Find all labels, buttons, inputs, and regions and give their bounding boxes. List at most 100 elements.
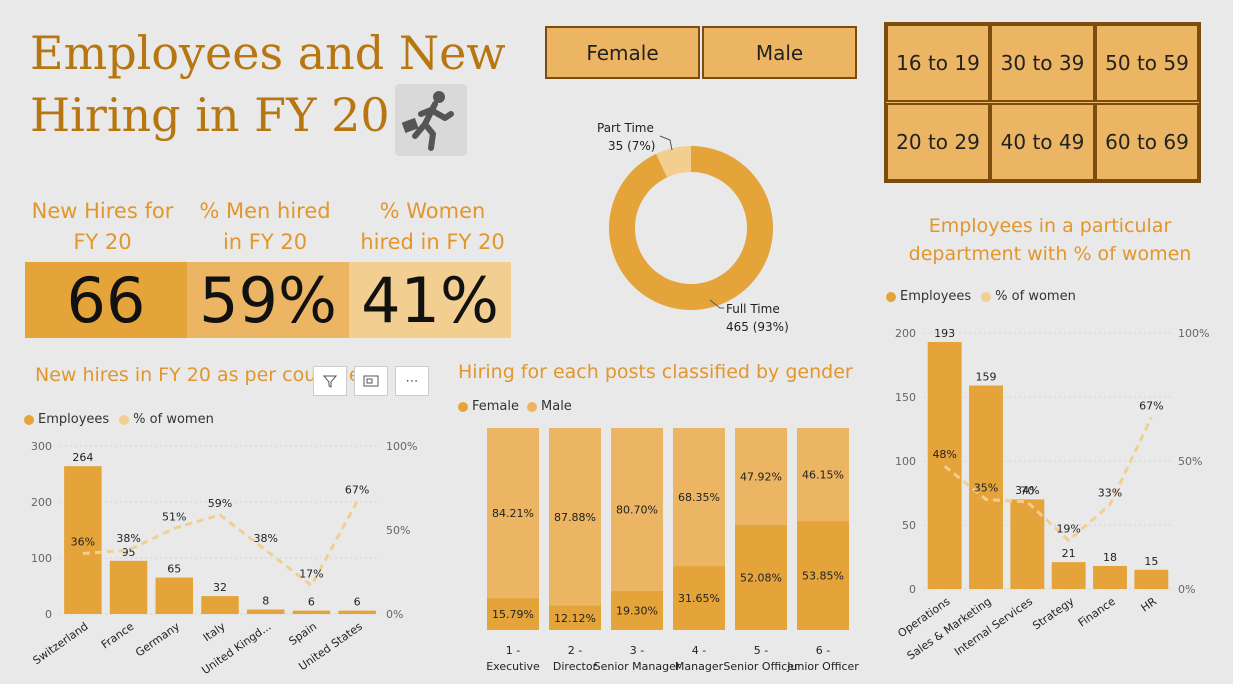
donut-label-full-time: Full Time xyxy=(726,302,780,316)
bar-united-kingd- xyxy=(246,609,285,614)
bar-value-label: 264 xyxy=(72,451,93,464)
y-tick-label: 150 xyxy=(895,391,916,404)
x-tick-label: 5 - xyxy=(754,644,768,657)
running-man-icon xyxy=(395,84,467,156)
male-pct-label: 68.35% xyxy=(678,491,720,504)
bar-value-label: 6 xyxy=(354,596,361,609)
bar-value-label: 18 xyxy=(1103,551,1117,564)
male-pct-label: 84.21% xyxy=(492,507,534,520)
title-line-1: Employees and New xyxy=(30,26,506,80)
bar-hr xyxy=(1134,569,1169,589)
bar-female-5 xyxy=(735,524,787,630)
y2-tick-label: 50% xyxy=(1178,455,1202,468)
bar-female-2 xyxy=(549,605,601,630)
countries-chart-title: New hires in FY 20 as per countries xyxy=(35,364,371,386)
pct-women-label: 36% xyxy=(71,536,95,549)
y2-tick-label: 0% xyxy=(1178,583,1195,596)
bar-value-label: 159 xyxy=(976,370,997,383)
bar-male-5 xyxy=(735,428,787,525)
bar-value-label: 32 xyxy=(213,581,227,594)
age-16-19-button[interactable]: 16 to 19 xyxy=(886,24,990,102)
x-tick-label: Manager xyxy=(675,660,724,673)
pct-women-label: 19% xyxy=(1056,522,1080,535)
pct-women-label: 34% xyxy=(1015,484,1039,497)
bar-operations xyxy=(927,341,962,589)
bar-value-label: 6 xyxy=(308,596,315,609)
age-50-59-button[interactable]: 50 to 59 xyxy=(1095,24,1199,102)
male-legend-swatch xyxy=(527,401,538,412)
departments-legend: Employees % of women xyxy=(886,289,1076,304)
x-tick-label: Switzerland xyxy=(31,620,91,667)
bar-male-3 xyxy=(611,428,663,592)
y-tick-label: 0 xyxy=(909,583,916,596)
age-slicer: 16 to 19 30 to 39 50 to 59 20 to 29 40 t… xyxy=(884,22,1201,183)
x-tick-label: France xyxy=(99,620,137,652)
legend-dept-employees: Employees xyxy=(900,289,972,304)
dept-employees-legend-swatch xyxy=(886,291,896,302)
pct-women-line xyxy=(943,416,1153,543)
female-pct-label: 19.30% xyxy=(616,605,658,618)
age-20-29-button[interactable]: 20 to 29 xyxy=(886,103,990,181)
female-pct-label: 12.12% xyxy=(554,612,596,625)
bar-male-6 xyxy=(797,428,849,522)
kpi-new-hires-label: New Hires for FY 20 xyxy=(31,199,174,254)
female-pct-label: 53.85% xyxy=(802,570,844,583)
y-tick-label: 100 xyxy=(895,455,916,468)
title-line-2: Hiring in FY 20 xyxy=(30,88,390,142)
countries-combo-chart: 01002003000%50%100%264Switzerland95Franc… xyxy=(31,440,418,677)
bar-sales-marketing xyxy=(969,385,1003,589)
posts-legend: Female Male xyxy=(458,399,572,414)
y-tick-label: 0 xyxy=(45,608,52,621)
slicer-female[interactable]: Female xyxy=(545,26,700,79)
pct-women-label: 17% xyxy=(299,567,323,580)
focus-mode-icon[interactable] xyxy=(354,366,388,396)
bar-female-4 xyxy=(673,566,725,630)
more-options-icon[interactable]: ⋯ xyxy=(395,366,429,396)
x-tick-label: 2 - xyxy=(568,644,582,657)
x-tick-label: HR xyxy=(1139,595,1160,615)
bar-value-label: 65 xyxy=(167,563,181,576)
y-tick-label: 200 xyxy=(31,496,52,509)
donut-slice-full-time xyxy=(609,146,773,311)
pct-women-label: 67% xyxy=(1139,399,1163,412)
page-title: Employees and New Hiring in FY 20 xyxy=(30,22,530,146)
x-tick-label: 3 - xyxy=(630,644,644,657)
bar-strategy xyxy=(1051,562,1086,589)
kpi-men-hired-label: % Men hired in FY 20 xyxy=(199,199,331,254)
bar-value-label: 8 xyxy=(262,595,269,608)
bar-female-6 xyxy=(797,521,849,630)
pct-women-label: 38% xyxy=(253,532,277,545)
legend-dept-pct-women: % of women xyxy=(995,289,1076,304)
female-pct-label: 15.79% xyxy=(492,608,534,621)
countries-legend: Employees % of women xyxy=(24,412,214,427)
donut-leader-part-time xyxy=(659,135,673,151)
bar-female-1 xyxy=(487,598,539,630)
kpi-men-hired-value: 59% xyxy=(187,262,349,338)
female-legend-swatch xyxy=(458,401,468,412)
age-60-69-button[interactable]: 60 to 69 xyxy=(1095,103,1199,181)
pct-women-label: 48% xyxy=(932,448,956,461)
bar-switzerland xyxy=(64,466,102,614)
women-legend-swatch xyxy=(119,414,130,425)
x-tick-label: Director xyxy=(553,660,598,673)
kpi-women-hired-label: % Women hired in FY 20 xyxy=(360,199,505,254)
bar-value-label: 70 xyxy=(1020,484,1034,497)
bar-germany xyxy=(155,577,194,614)
y-tick-label: 50 xyxy=(902,519,916,532)
y2-tick-label: 50% xyxy=(386,524,410,537)
age-30-39-button[interactable]: 30 to 39 xyxy=(990,24,1095,102)
bar-female-3 xyxy=(611,591,663,630)
male-pct-label: 46.15% xyxy=(802,469,844,482)
donut-value-part-time: 35 (7%) xyxy=(608,139,655,153)
filter-icon[interactable] xyxy=(313,366,347,396)
departments-combo-chart: 0501001502000%50%100%193Operations159Sal… xyxy=(895,327,1209,663)
male-pct-label: 47.92% xyxy=(740,470,782,483)
donut-slice-part-time xyxy=(656,146,691,178)
bar-value-label: 193 xyxy=(934,327,955,340)
bar-france xyxy=(109,560,148,614)
slicer-male[interactable]: Male xyxy=(702,26,857,79)
age-40-49-button[interactable]: 40 to 49 xyxy=(990,103,1095,181)
bar-value-label: 15 xyxy=(1144,555,1158,568)
x-tick-label: 6 - xyxy=(816,644,830,657)
x-tick-label: Senior Officer xyxy=(723,660,799,673)
